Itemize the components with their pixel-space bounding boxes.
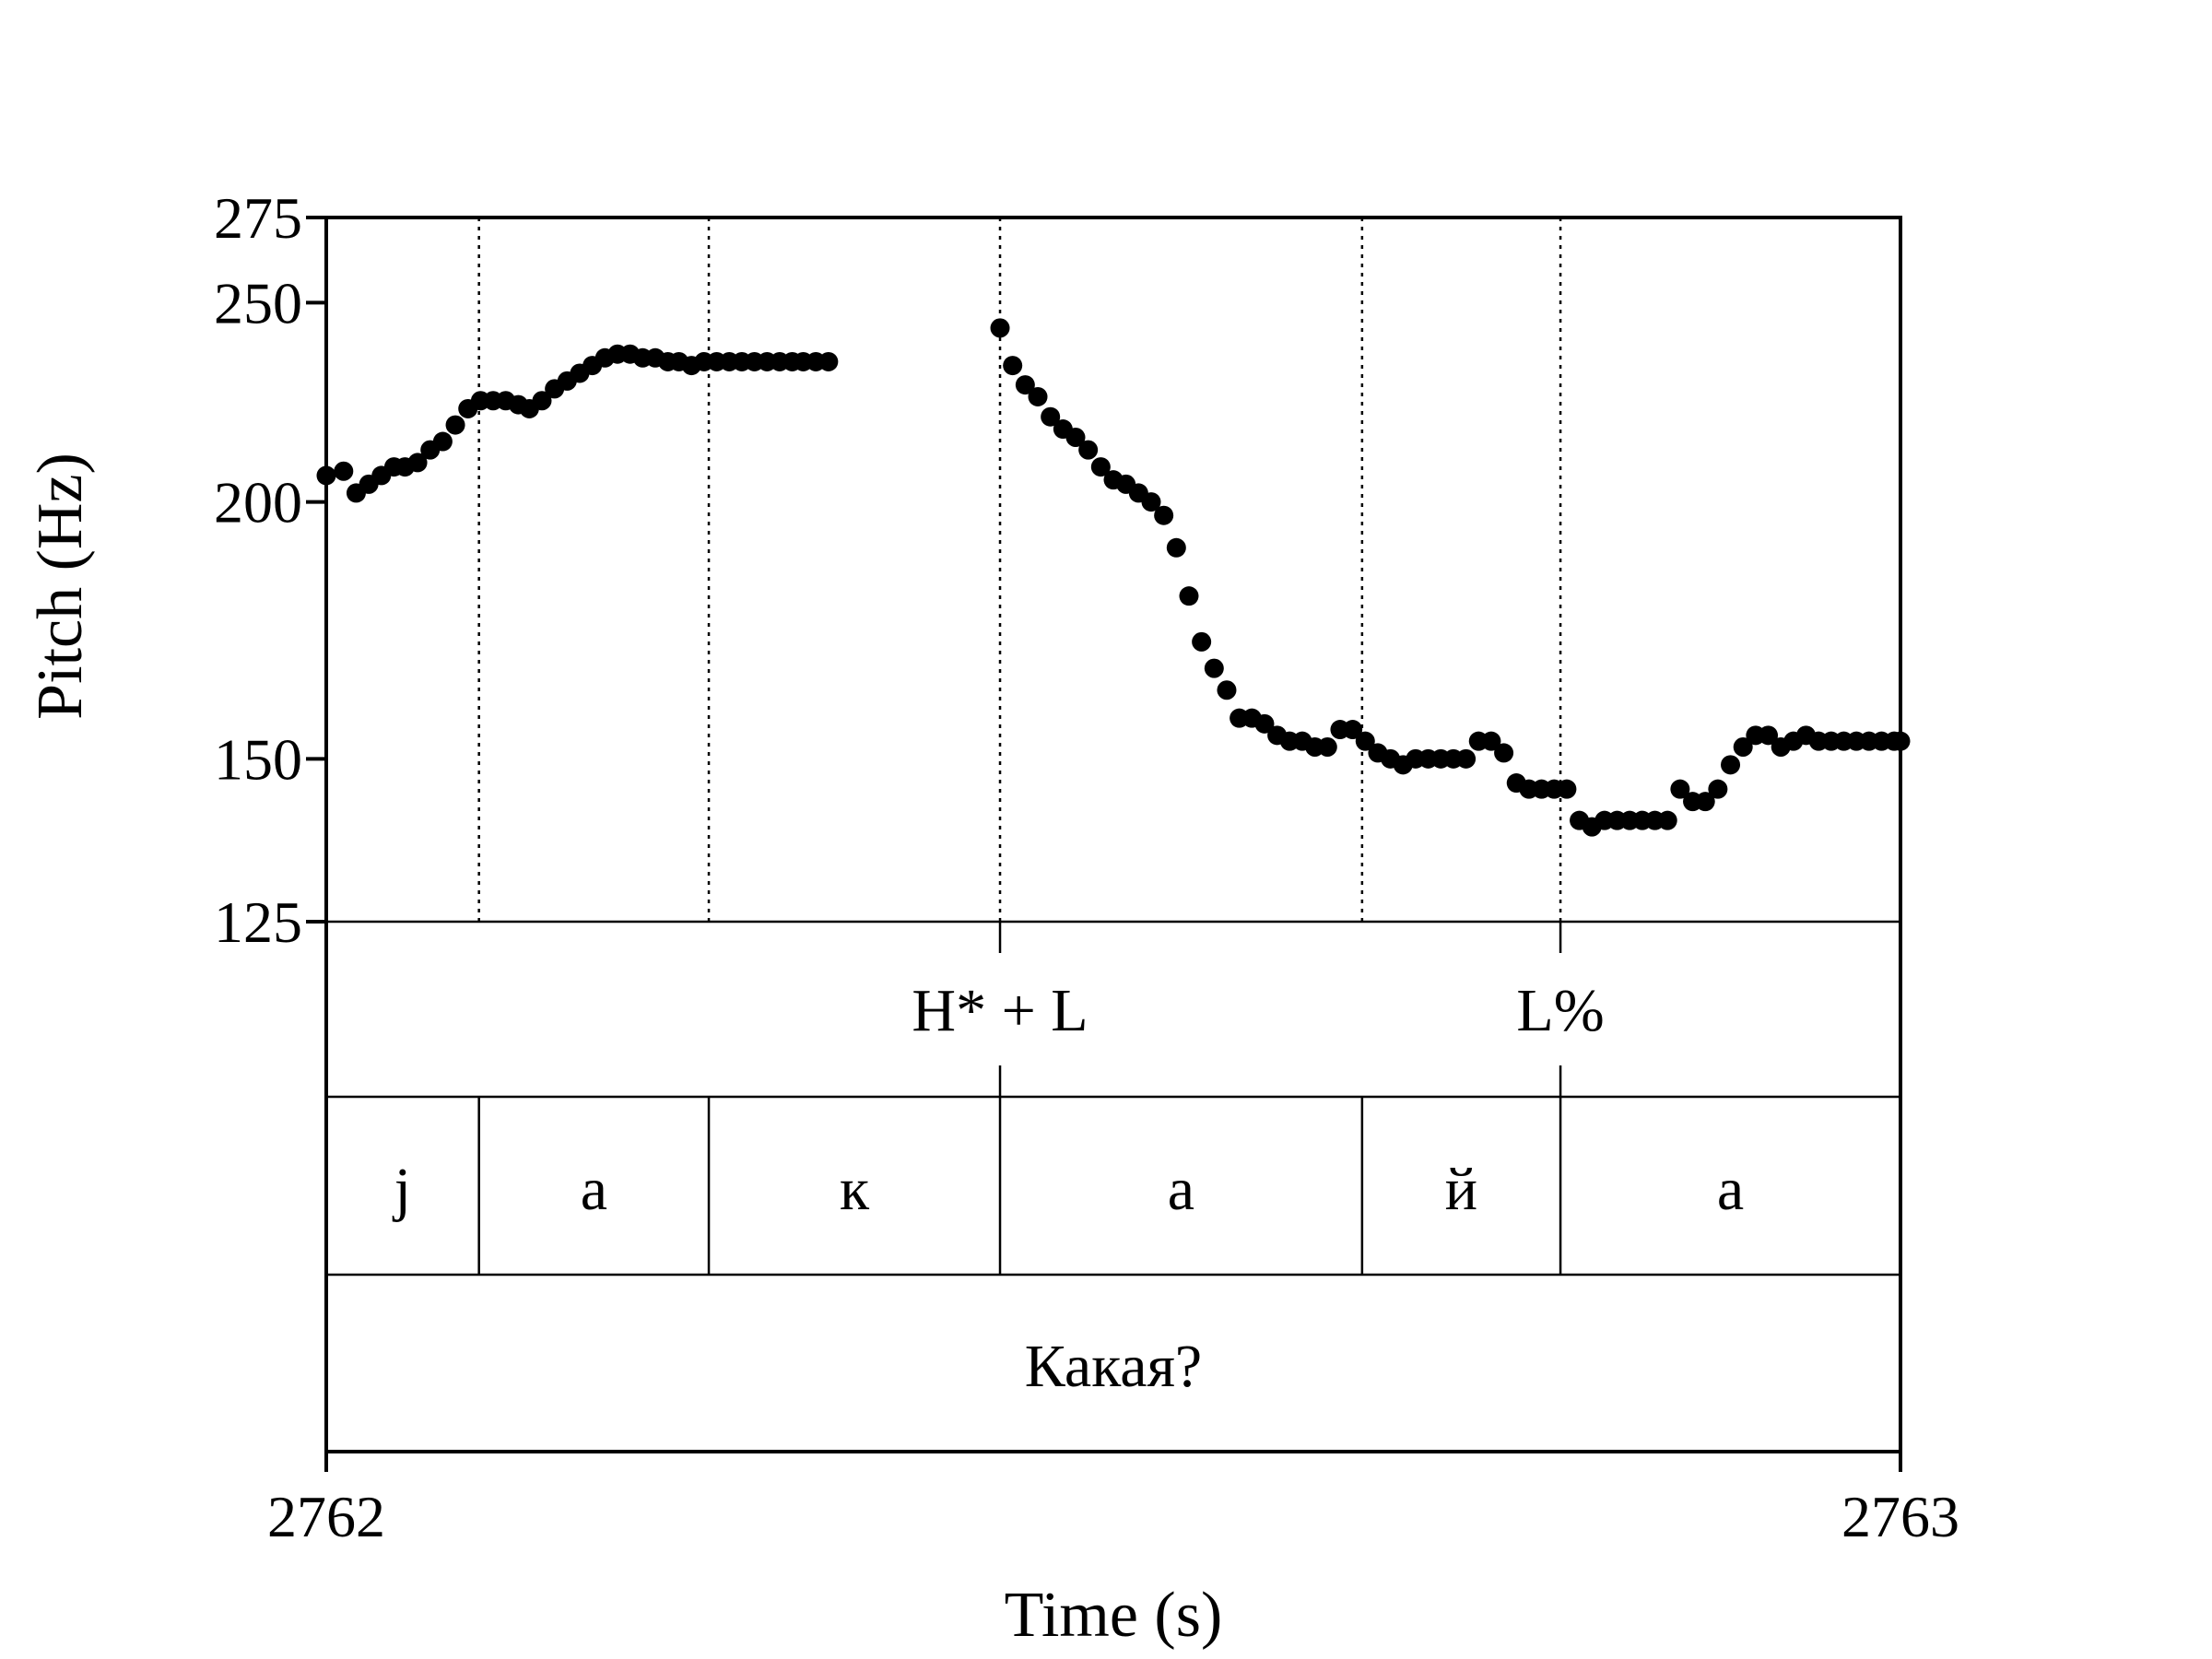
segment-label: к xyxy=(840,1156,870,1223)
x-axis-title: Time (s) xyxy=(1005,1580,1223,1651)
pitch-contour xyxy=(316,318,1911,837)
tone-label: L% xyxy=(1516,977,1604,1044)
pitch-point xyxy=(1557,779,1577,799)
pitch-point xyxy=(445,415,465,435)
pitch-point xyxy=(990,318,1010,338)
word-label: Какая? xyxy=(1025,1333,1202,1400)
segment-label: й xyxy=(1445,1156,1477,1223)
interval-boundaries xyxy=(477,218,1562,1275)
pitch-point xyxy=(1317,736,1337,757)
y-tick-label: 200 xyxy=(214,470,302,535)
pitch-point xyxy=(1759,725,1779,746)
plot-frame xyxy=(324,216,1902,1453)
pitch-point xyxy=(1254,713,1275,734)
axis-ticks: 275 250 200 150 125 2762 2763 xyxy=(214,185,1959,1549)
pitch-point xyxy=(1192,631,1212,652)
pitch-point xyxy=(1217,680,1237,700)
segment-label: j xyxy=(393,1156,411,1223)
pitch-point xyxy=(1343,720,1363,740)
pitch-point xyxy=(1204,658,1224,678)
x-tick-label: 2762 xyxy=(267,1484,385,1549)
y-axis-title: Pitch (Hz) xyxy=(25,453,96,720)
y-tick-label: 125 xyxy=(214,889,302,955)
pitch-point xyxy=(818,351,839,371)
pitch-point xyxy=(1141,492,1161,512)
tier-labels: H* + L L% j а к а й а Какая? xyxy=(393,977,1745,1400)
tier-dividers xyxy=(326,920,1900,1277)
pitch-point xyxy=(1041,406,1061,427)
pitch-point xyxy=(1733,736,1753,757)
pitch-point xyxy=(1670,779,1690,799)
pitch-point xyxy=(1695,792,1715,812)
x-tick-label: 2763 xyxy=(1841,1484,1959,1549)
pitch-point xyxy=(1355,731,1375,751)
pitch-point xyxy=(1065,427,1086,447)
pitch-point xyxy=(1481,731,1501,751)
pitch-point xyxy=(1090,457,1111,477)
pitch-point xyxy=(1003,356,1023,376)
segment-label: а xyxy=(581,1156,607,1223)
pitch-point xyxy=(1456,748,1477,769)
pitch-point xyxy=(1154,505,1174,525)
tone-label: H* + L xyxy=(912,977,1088,1044)
y-tick-label: 150 xyxy=(214,726,302,792)
pitch-point xyxy=(1179,586,1199,606)
pitch-point xyxy=(532,391,552,411)
pitch-point xyxy=(432,431,453,452)
segment-label: а xyxy=(1717,1156,1744,1223)
pitch-point xyxy=(1078,440,1099,460)
pitch-point xyxy=(1721,755,1741,775)
pitch-point xyxy=(407,453,428,473)
y-tick-label: 250 xyxy=(214,270,302,335)
pitch-point xyxy=(1494,743,1514,763)
segment-label: а xyxy=(1168,1156,1194,1223)
pitch-point xyxy=(1015,375,1035,395)
pitch-point xyxy=(334,461,354,481)
pitch-point xyxy=(1657,810,1677,830)
y-tick-label: 275 xyxy=(214,185,302,251)
pitch-point xyxy=(1708,779,1728,799)
pitch-point xyxy=(1028,386,1048,406)
pitch-point xyxy=(1166,537,1186,558)
